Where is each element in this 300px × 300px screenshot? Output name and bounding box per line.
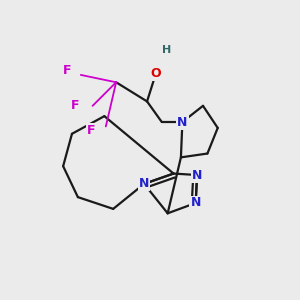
Text: F: F xyxy=(63,64,72,77)
Text: N: N xyxy=(139,177,149,190)
Text: N: N xyxy=(192,169,202,182)
Text: F: F xyxy=(71,99,79,112)
Text: O: O xyxy=(151,67,161,80)
Text: H: H xyxy=(162,45,171,55)
Text: N: N xyxy=(177,116,188,128)
Text: F: F xyxy=(87,124,95,137)
Text: N: N xyxy=(190,196,201,209)
